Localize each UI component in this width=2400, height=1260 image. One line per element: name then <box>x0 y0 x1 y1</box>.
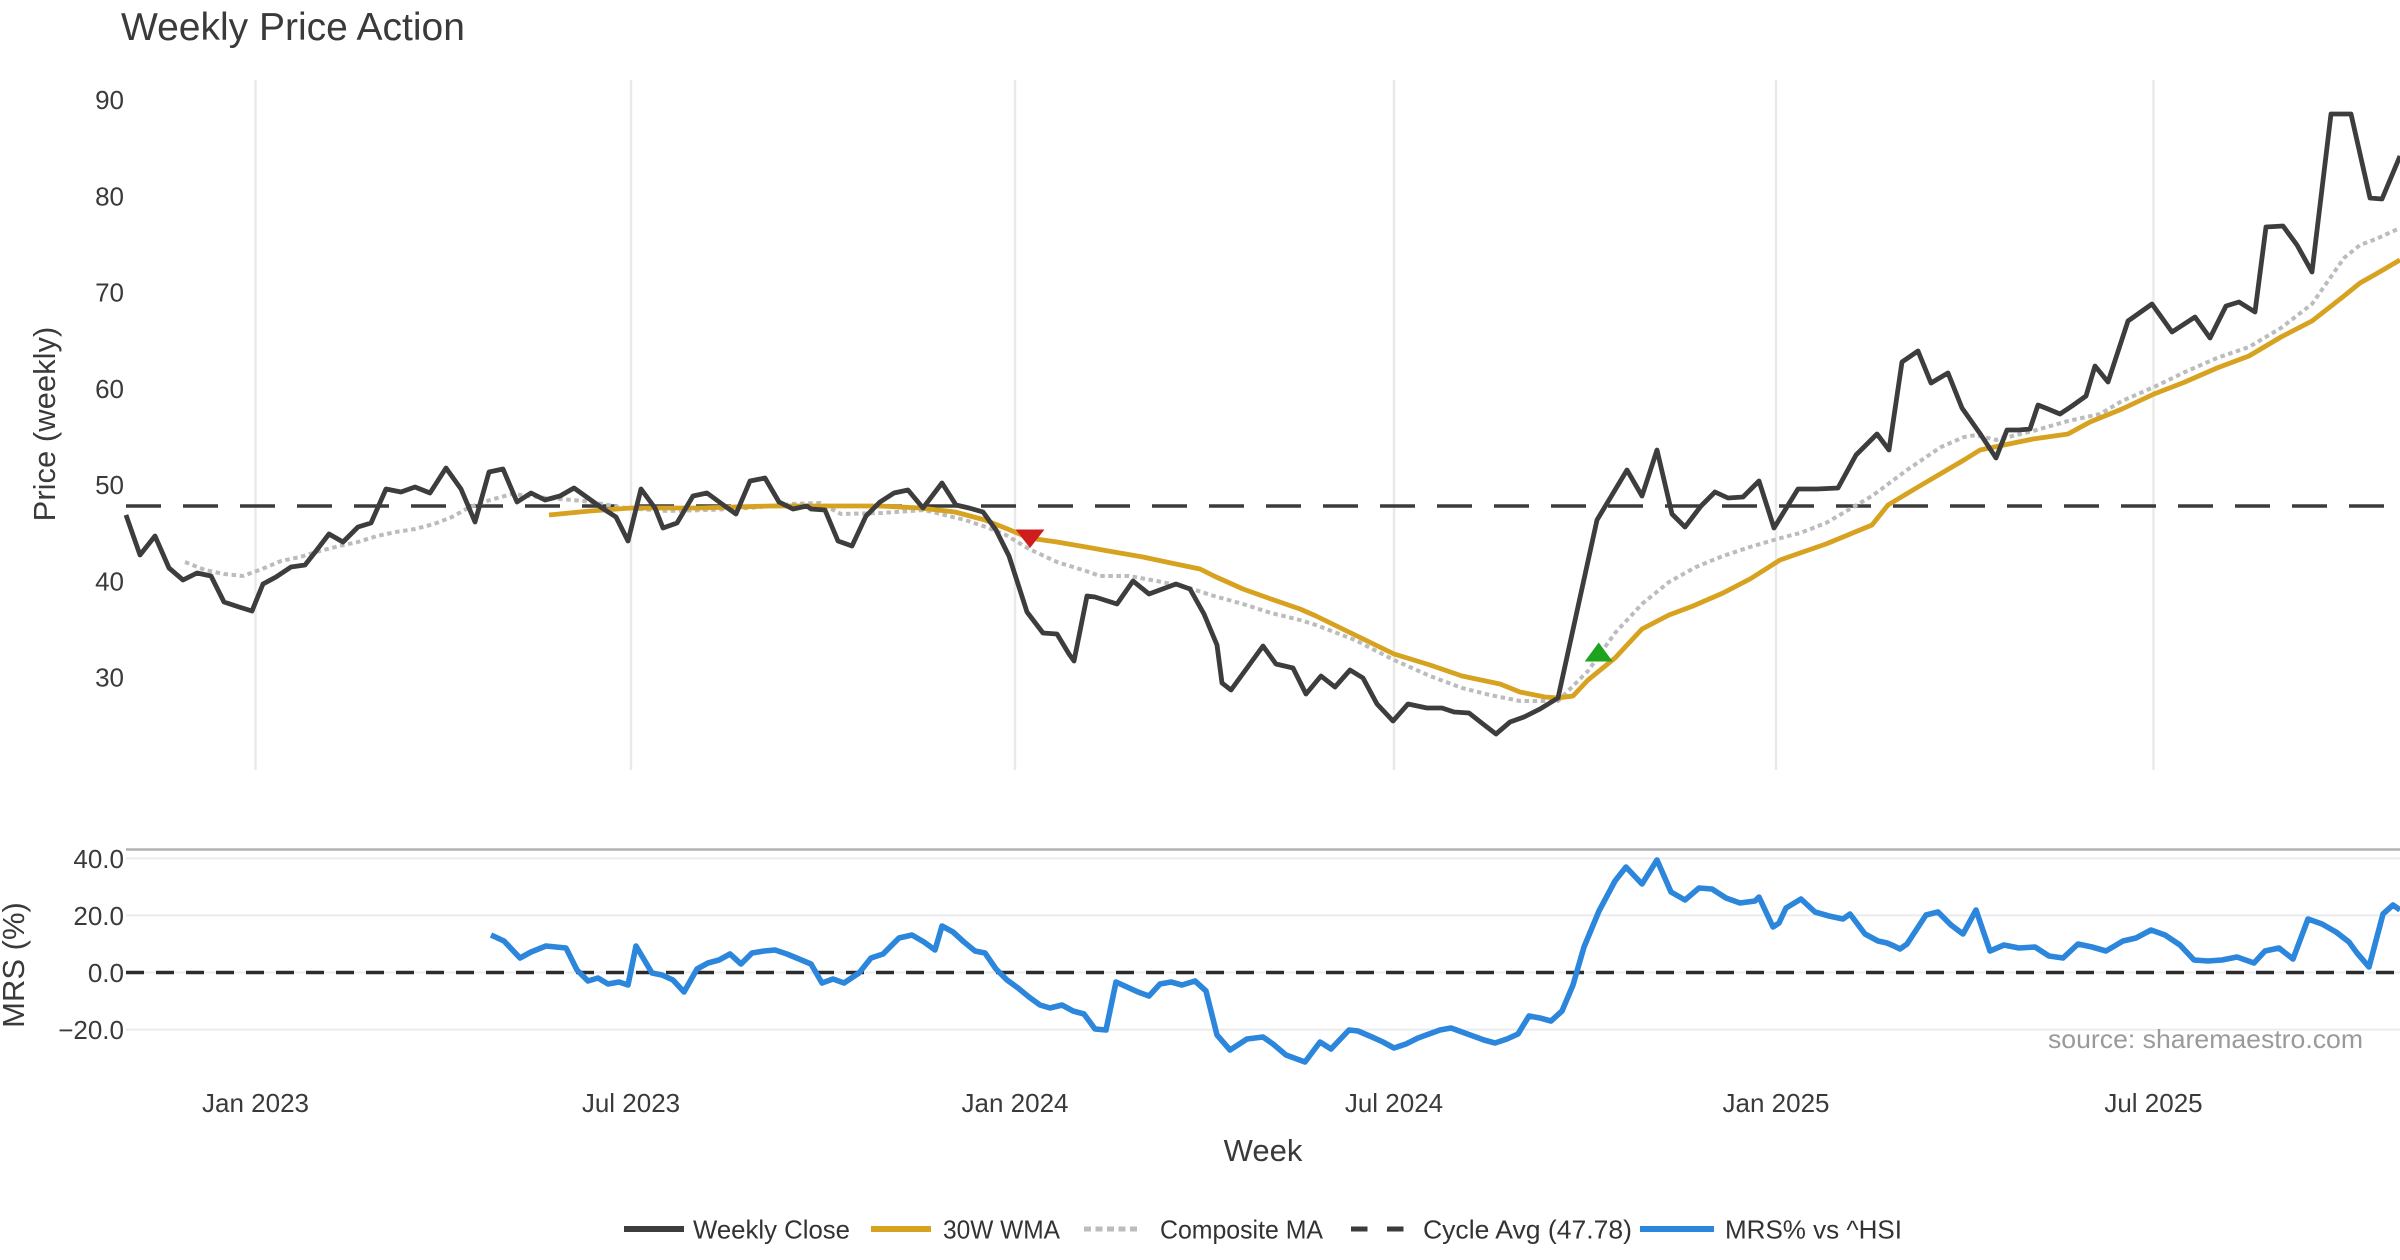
svg-text:70: 70 <box>95 278 124 308</box>
svg-text:30: 30 <box>95 663 124 693</box>
svg-text:Weekly Price Action: Weekly Price Action <box>121 6 465 49</box>
svg-text:Cycle Avg (47.78): Cycle Avg (47.78) <box>1423 1215 1632 1245</box>
svg-text:Jan 2024: Jan 2024 <box>962 1088 1069 1118</box>
svg-text:40.0: 40.0 <box>73 844 124 874</box>
svg-text:30W WMA: 30W WMA <box>943 1215 1061 1245</box>
svg-text:Jan 2025: Jan 2025 <box>1723 1088 1830 1118</box>
svg-text:Composite MA: Composite MA <box>1160 1215 1324 1245</box>
svg-text:Jul 2024: Jul 2024 <box>1345 1088 1443 1118</box>
svg-text:60: 60 <box>95 374 124 404</box>
svg-text:Price (weekly): Price (weekly) <box>27 327 62 522</box>
svg-text:MRS (%): MRS (%) <box>0 902 31 1028</box>
svg-text:0.0: 0.0 <box>88 958 124 988</box>
svg-text:MRS% vs ^HSI: MRS% vs ^HSI <box>1725 1215 1902 1245</box>
svg-text:Weekly Close: Weekly Close <box>693 1215 850 1245</box>
svg-text:−20.0: −20.0 <box>58 1015 124 1045</box>
svg-text:Jul 2025: Jul 2025 <box>2104 1088 2202 1118</box>
svg-text:20.0: 20.0 <box>73 901 124 931</box>
svg-text:Week: Week <box>1224 1133 1303 1168</box>
svg-text:90: 90 <box>95 85 124 115</box>
svg-text:40: 40 <box>95 566 124 596</box>
svg-text:source: sharemaestro.com: source: sharemaestro.com <box>2048 1024 2363 1054</box>
svg-text:Jul 2023: Jul 2023 <box>582 1088 680 1118</box>
svg-text:50: 50 <box>95 470 124 500</box>
svg-text:80: 80 <box>95 181 124 211</box>
svg-text:Jan 2023: Jan 2023 <box>202 1088 309 1118</box>
